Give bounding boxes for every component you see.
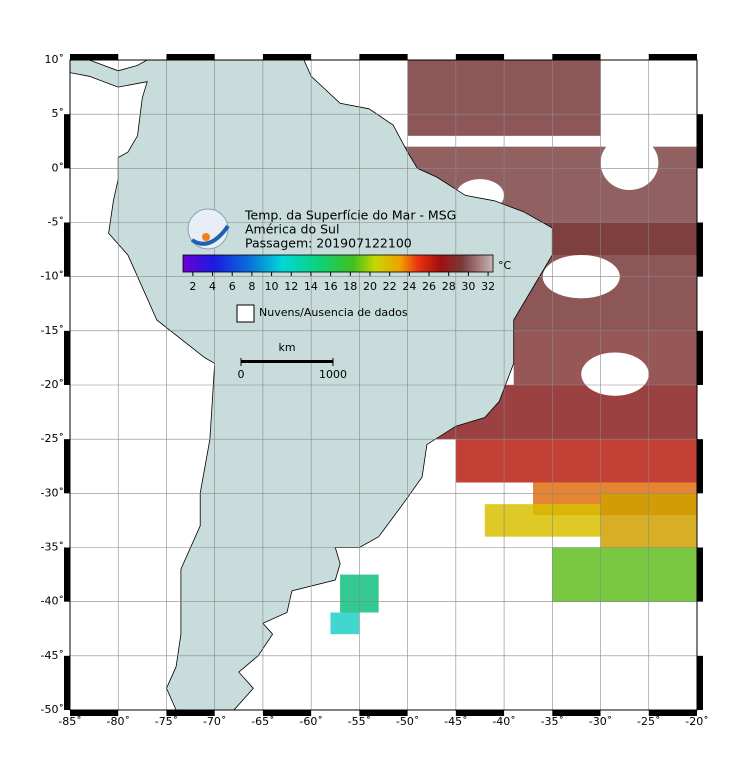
no-data-swatch [236, 304, 255, 323]
x-tick-label: -80˚ [106, 715, 129, 728]
colorbar-tick-label: 10 [265, 280, 279, 293]
frame-segment [455, 54, 505, 60]
frame-segment [64, 114, 70, 169]
legend: Temp. da Superfície do Mar - MSG América… [182, 208, 512, 381]
frame-segment [697, 655, 703, 710]
frame-segment [552, 54, 601, 60]
logo-arrow [190, 224, 230, 246]
no-data-label: Nuvens/Ausencia de dados [259, 306, 408, 319]
plot-area [70, 60, 697, 710]
colorbar-tick-label: 8 [248, 280, 255, 293]
y-tick-label: 0˚ [52, 161, 65, 174]
graticule [70, 60, 697, 710]
y-tick-label: -10˚ [41, 270, 64, 283]
sst-patch [484, 504, 601, 537]
frame-segment [552, 710, 601, 716]
y-tick-label: -35˚ [41, 541, 64, 554]
x-tick-label: -20˚ [685, 715, 708, 728]
frame-segment [64, 330, 70, 385]
colorbar-tick-label: 20 [363, 280, 377, 293]
sst-patch [330, 612, 360, 635]
x-tick-label: -65˚ [251, 715, 274, 728]
colorbar-tick-label: 30 [461, 280, 475, 293]
cloud-gap [600, 135, 659, 191]
y-tick-label: -15˚ [41, 324, 64, 337]
frame-segment [70, 54, 119, 60]
frame-segment [64, 222, 70, 277]
x-tick-label: -60˚ [299, 715, 322, 728]
frame-segment [648, 54, 697, 60]
sst-patch [455, 439, 697, 483]
x-tick-label: -75˚ [155, 715, 178, 728]
colorbar-tick-label: 16 [324, 280, 338, 293]
scale-bar: km 0 1000 [238, 341, 348, 381]
cloud-gap [581, 352, 649, 396]
scale-unit: km [278, 341, 295, 354]
title-line: Passagem: 201907122100 [245, 236, 412, 251]
title-line: Temp. da Superfície do Mar - MSG [244, 208, 456, 223]
colorbar-tick-label: 26 [422, 280, 436, 293]
y-tick-label: -25˚ [41, 432, 64, 445]
colorbar-tick-label: 24 [402, 280, 416, 293]
frame-segment [64, 439, 70, 494]
frame-segment [359, 710, 408, 716]
frame-segment [697, 547, 703, 602]
colorbar-unit: °C [498, 259, 512, 272]
scale-tick-label: 1000 [319, 368, 347, 381]
axis-labels: -85˚ -80˚ -75˚ -70˚ -65˚ -60˚ -55˚ -50˚ -45˚ -40˚… [41, 53, 709, 728]
map-frame [64, 54, 703, 716]
x-tick-label: -35˚ [541, 715, 564, 728]
frame-segment [697, 439, 703, 494]
y-tick-label: -20˚ [41, 378, 64, 391]
frame-segment [166, 710, 215, 716]
y-tick-label: -45˚ [41, 649, 64, 662]
colorbar-tick-label: 2 [189, 280, 196, 293]
frame-segment [166, 54, 215, 60]
y-tick-label: -50˚ [41, 703, 64, 716]
colorbar-ticks: 2 4 6 8 10 12 14 16 18 20 22 24 26 28 30 32 [189, 272, 495, 293]
colorbar [182, 254, 494, 273]
x-tick-label: -40˚ [492, 715, 515, 728]
frame-segment [455, 710, 505, 716]
x-tick-label: -30˚ [589, 715, 612, 728]
x-tick-label: -50˚ [396, 715, 419, 728]
scale-bar-body [241, 360, 333, 363]
y-tick-label: 10˚ [45, 53, 65, 66]
colorbar-tick-label: 6 [229, 280, 236, 293]
sst-patch [552, 547, 697, 602]
y-tick-label: -30˚ [41, 486, 64, 499]
colorbar-tick-label: 18 [343, 280, 357, 293]
colorbar-tick-label: 14 [304, 280, 318, 293]
y-tick-label: -40˚ [41, 595, 64, 608]
colorbar-tick-label: 28 [442, 280, 456, 293]
colorbar-tick-label: 12 [284, 280, 298, 293]
frame-segment [648, 710, 697, 716]
y-tick-label: 5˚ [52, 107, 65, 120]
frame-segment [64, 655, 70, 710]
frame-segment [359, 54, 408, 60]
x-tick-label: -55˚ [348, 715, 371, 728]
y-tick-label: -5˚ [48, 216, 64, 229]
frame-segment [64, 547, 70, 602]
colorbar-tick-label: 22 [383, 280, 397, 293]
colorbar-tick-label: 4 [209, 280, 216, 293]
frame-segment [262, 54, 312, 60]
colorbar-tick-label: 32 [481, 280, 495, 293]
x-tick-label: -25˚ [637, 715, 660, 728]
frame-segment [70, 710, 119, 716]
title-line: América do Sul [245, 222, 339, 237]
x-tick-label: -70˚ [203, 715, 226, 728]
x-tick-label: -45˚ [444, 715, 467, 728]
frame-segment [697, 222, 703, 277]
frame-segment [697, 114, 703, 169]
scale-tick-label: 0 [238, 368, 245, 381]
frame-segment [262, 710, 312, 716]
x-tick-label: -85˚ [58, 715, 81, 728]
frame-segment [697, 330, 703, 385]
logo-dot [202, 233, 210, 241]
